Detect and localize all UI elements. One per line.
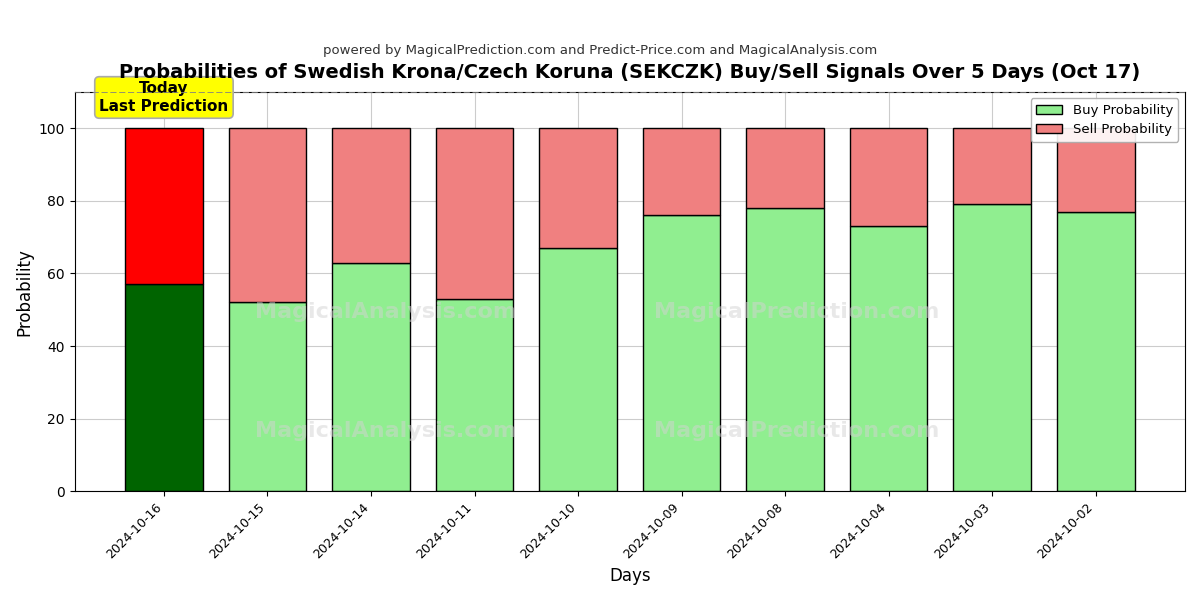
Bar: [643, 128, 720, 215]
Bar: [229, 128, 306, 302]
Text: MagicalPrediction.com: MagicalPrediction.com: [654, 421, 940, 442]
X-axis label: Days: Days: [610, 567, 650, 585]
Bar: [746, 208, 824, 491]
Bar: [1057, 128, 1134, 212]
Text: MagicalPrediction.com: MagicalPrediction.com: [654, 302, 940, 322]
Bar: [643, 215, 720, 491]
Bar: [125, 128, 203, 284]
Text: MagicalAnalysis.com: MagicalAnalysis.com: [254, 421, 516, 442]
Bar: [539, 128, 617, 248]
Bar: [539, 248, 617, 491]
Bar: [332, 263, 410, 491]
Bar: [953, 128, 1031, 205]
Bar: [332, 128, 410, 263]
Bar: [1057, 212, 1134, 491]
Title: Probabilities of Swedish Krona/Czech Koruna (SEKCZK) Buy/Sell Signals Over 5 Day: Probabilities of Swedish Krona/Czech Kor…: [119, 63, 1140, 82]
Bar: [746, 128, 824, 208]
Bar: [125, 284, 203, 491]
Legend: Buy Probability, Sell Probability: Buy Probability, Sell Probability: [1031, 98, 1178, 142]
Bar: [436, 299, 514, 491]
Bar: [229, 302, 306, 491]
Bar: [953, 205, 1031, 491]
Text: powered by MagicalPrediction.com and Predict-Price.com and MagicalAnalysis.com: powered by MagicalPrediction.com and Pre…: [323, 44, 877, 57]
Bar: [850, 226, 928, 491]
Text: Today
Last Prediction: Today Last Prediction: [100, 81, 228, 113]
Bar: [436, 128, 514, 299]
Text: MagicalAnalysis.com: MagicalAnalysis.com: [254, 302, 516, 322]
Bar: [850, 128, 928, 226]
Y-axis label: Probability: Probability: [16, 248, 34, 335]
